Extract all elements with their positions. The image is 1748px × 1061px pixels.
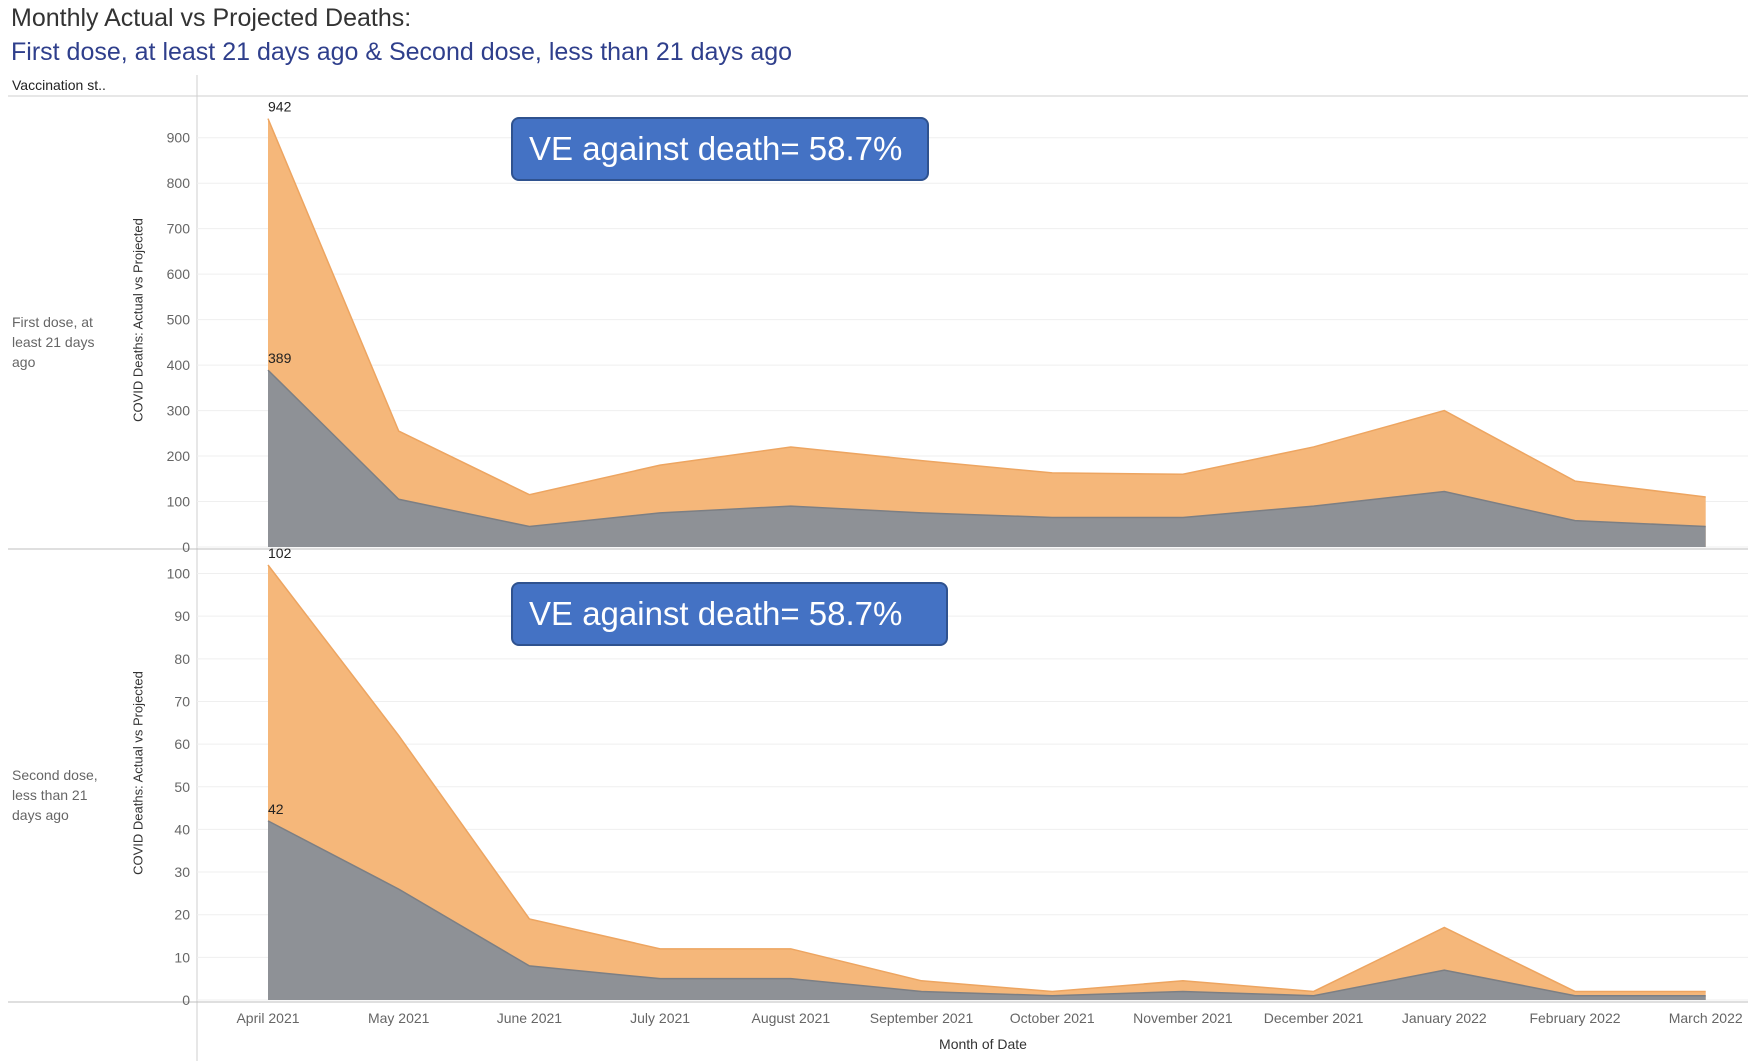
x-axis-title: Month of Date: [939, 1036, 1027, 1052]
y-tick-label: 500: [167, 312, 191, 328]
y-tick-label: 200: [167, 448, 191, 464]
data-label: 42: [268, 801, 284, 817]
y-tick-label: 900: [167, 130, 191, 146]
x-tick-label: January 2022: [1402, 1010, 1487, 1026]
x-tick-label: May 2021: [368, 1010, 430, 1026]
row-label-second-dose: Second dose, less than 21 days ago: [12, 767, 98, 823]
y-tick-label: 70: [174, 693, 190, 709]
x-tick-label: February 2022: [1529, 1010, 1620, 1026]
y-tick-label: 60: [174, 736, 190, 752]
y-axis-title-bottom: COVID Deaths: Actual vs Projected: [130, 671, 146, 875]
y-tick-label: 10: [174, 949, 190, 965]
data-label: 942: [268, 99, 292, 115]
y-tick-label: 600: [167, 266, 191, 282]
data-label: 389: [268, 350, 292, 366]
y-tick-label: 30: [174, 864, 190, 880]
y-tick-label: 20: [174, 907, 190, 923]
y-tick-label: 100: [167, 566, 191, 582]
row-label-first-dose: First dose, at least 21 days ago: [12, 314, 95, 370]
y-tick-label: 0: [182, 992, 190, 1008]
y-tick-label: 700: [167, 221, 191, 237]
area-projected: [268, 118, 1706, 548]
y-tick-label: 90: [174, 608, 190, 624]
x-tick-label: November 2021: [1133, 1010, 1233, 1026]
x-tick-label: July 2021: [630, 1010, 690, 1026]
data-label: 102: [268, 545, 292, 561]
area-projected: [268, 565, 1706, 1000]
ve-annotation-bottom: VE against death= 58.7%: [511, 582, 948, 646]
x-tick-label: August 2021: [751, 1010, 830, 1026]
area-actual: [268, 820, 1706, 1000]
y-tick-label: 300: [167, 403, 191, 419]
y-tick-label: 400: [167, 357, 191, 373]
line-projected: [267, 564, 1706, 993]
x-tick-label: June 2021: [497, 1010, 563, 1026]
y-tick-label: 0: [182, 539, 190, 555]
y-tick-label: 50: [174, 779, 190, 795]
y-tick-label: 800: [167, 175, 191, 191]
y-axis-title-top: COVID Deaths: Actual vs Projected: [130, 218, 146, 422]
x-tick-label: March 2022: [1669, 1010, 1743, 1026]
line-actual: [267, 369, 1706, 528]
x-tick-label: December 2021: [1264, 1010, 1364, 1026]
x-tick-label: April 2021: [236, 1010, 299, 1026]
x-tick-label: October 2021: [1010, 1010, 1095, 1026]
y-tick-label: 40: [174, 821, 190, 837]
x-tick-label: September 2021: [870, 1010, 974, 1026]
line-projected: [267, 118, 1706, 498]
ve-annotation-top: VE against death= 58.7%: [511, 117, 929, 181]
column-header: Vaccination st..: [12, 77, 106, 93]
y-tick-label: 100: [167, 494, 191, 510]
chart-title: Monthly Actual vs Projected Deaths:: [11, 4, 412, 32]
y-tick-label: 80: [174, 651, 190, 667]
line-actual: [267, 820, 1706, 997]
chart-subtitle: First dose, at least 21 days ago & Secon…: [11, 38, 793, 66]
